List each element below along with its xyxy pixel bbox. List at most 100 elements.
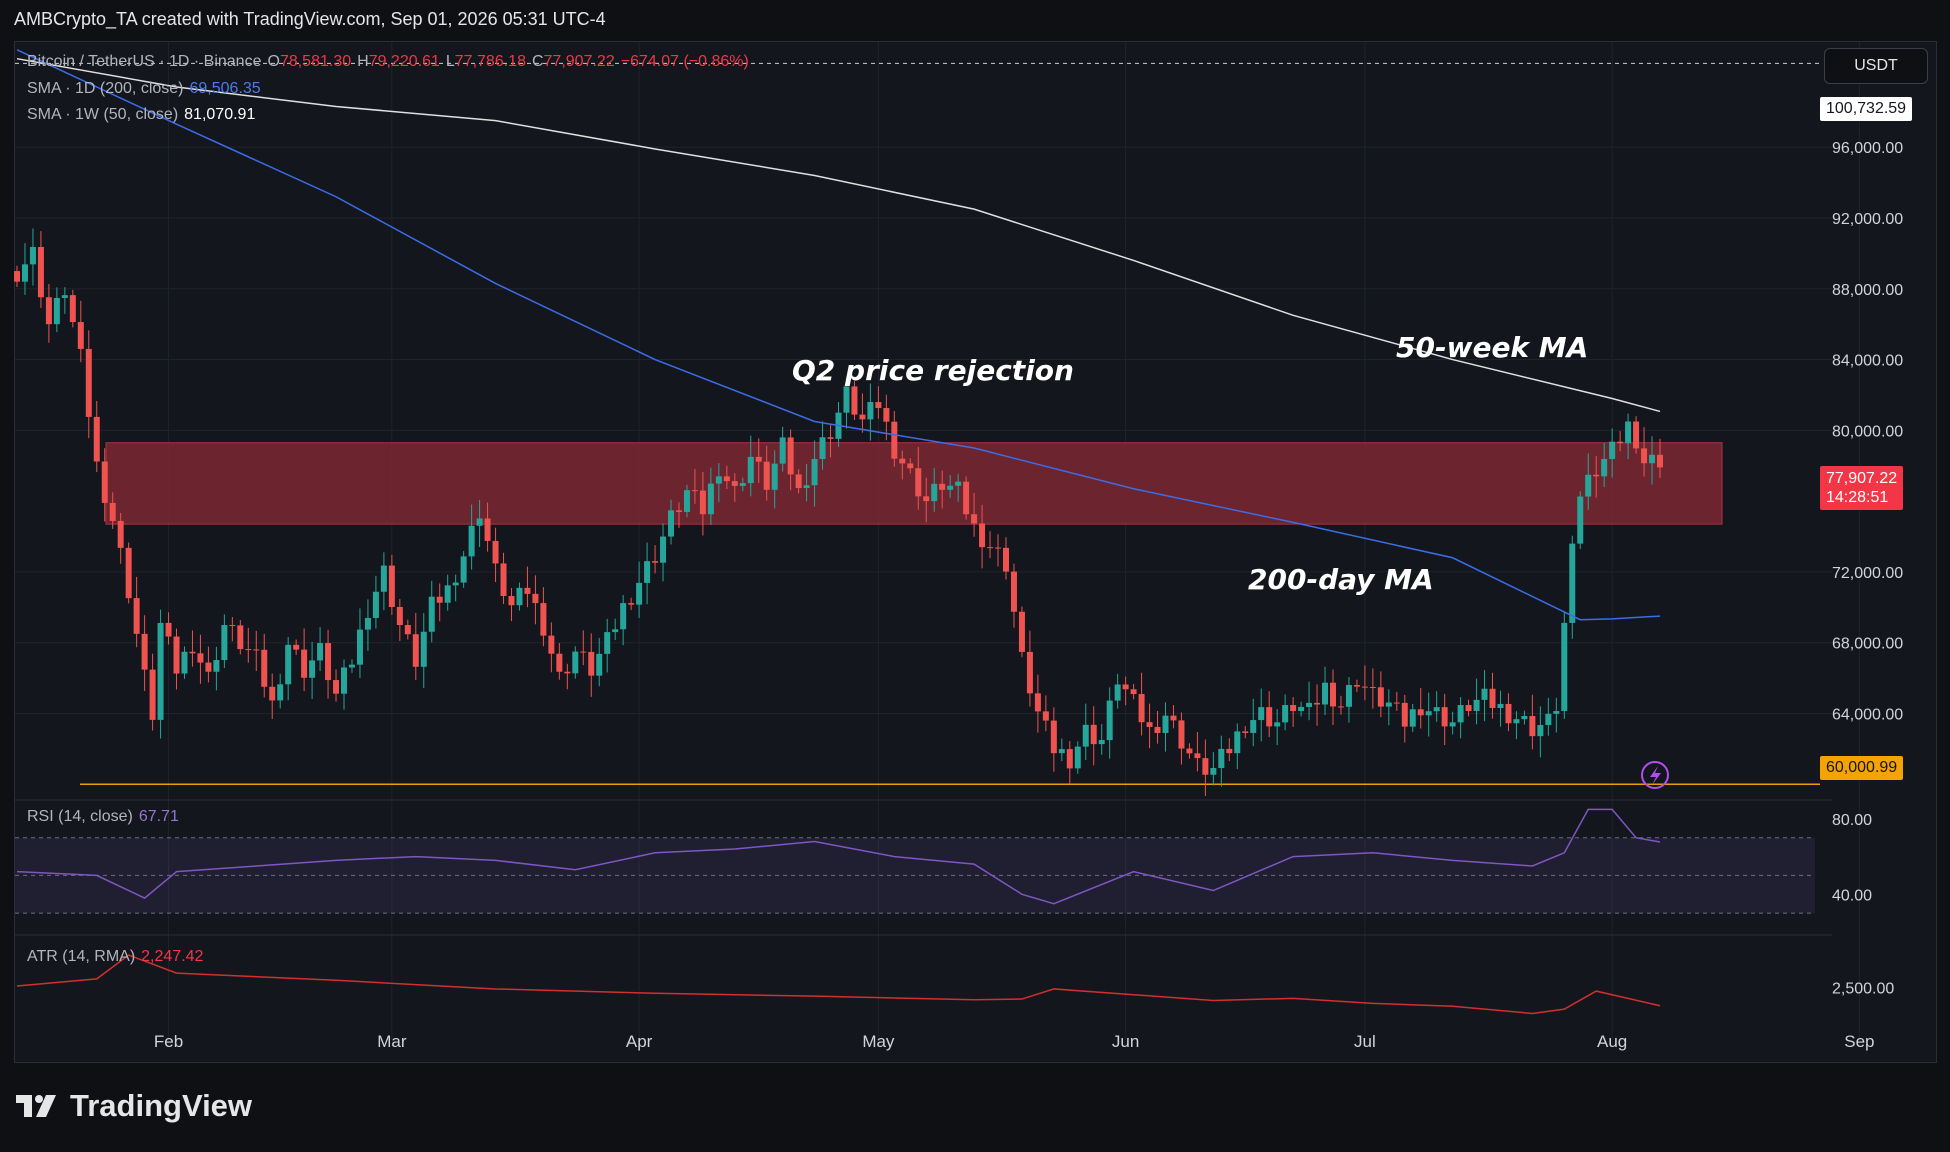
candle-body xyxy=(412,634,419,667)
sma200-legend: SMA · 1D (200, close) 69,506.35 xyxy=(27,80,267,98)
candle-body xyxy=(85,348,92,417)
candle-body xyxy=(341,667,348,694)
time-axis-label: Feb xyxy=(154,1032,183,1051)
rsi-line xyxy=(16,808,1661,905)
candle-body xyxy=(1026,651,1033,694)
candle-body xyxy=(875,402,882,409)
candle-body xyxy=(963,481,970,515)
candle-body xyxy=(931,483,938,502)
ma50w-annotation: 50-week MA xyxy=(1396,331,1589,364)
candle-body xyxy=(205,662,212,672)
candle-body xyxy=(660,536,667,563)
candle-body xyxy=(301,649,308,678)
candle-body xyxy=(77,322,84,349)
candle-body xyxy=(524,587,531,594)
candle-body xyxy=(29,247,36,265)
candle-body xyxy=(364,617,371,630)
grid-lines xyxy=(15,42,1860,1040)
candle-body xyxy=(1353,685,1360,687)
candle-body xyxy=(1337,706,1344,708)
symbol-name: Bitcoin / TetherUS · 1D · Binance xyxy=(27,53,262,70)
candle-body xyxy=(644,561,651,583)
candle-body xyxy=(45,297,52,325)
candle-body xyxy=(1449,722,1456,727)
candle-body xyxy=(484,518,491,541)
atr-label: ATR (14, RMA) xyxy=(27,948,136,965)
candle-body xyxy=(1298,706,1305,712)
atr-value: 2,247.42 xyxy=(141,948,204,965)
symbol-legend: Bitcoin / TetherUS · 1D · Binance O78,581… xyxy=(27,53,755,71)
sma200-value: 69,506.35 xyxy=(189,80,261,97)
time-axis-label: Mar xyxy=(377,1032,407,1051)
candle-body xyxy=(755,456,762,462)
candle-body xyxy=(1537,725,1544,737)
candle-body xyxy=(125,547,132,599)
candle-body xyxy=(795,474,802,489)
candle-body xyxy=(197,653,204,663)
candle-body xyxy=(53,297,60,325)
candle-body xyxy=(1154,726,1161,733)
candle-body xyxy=(133,598,140,634)
candle-body xyxy=(1042,711,1049,721)
candle-body xyxy=(516,587,523,606)
candle-body xyxy=(1641,448,1648,464)
candle-body xyxy=(436,596,443,603)
lightning-icon[interactable] xyxy=(1641,761,1669,789)
tradingview-logo-icon xyxy=(16,1095,56,1117)
candle-body xyxy=(1513,719,1520,724)
candle-body xyxy=(1481,688,1488,700)
time-axis-label: Apr xyxy=(626,1032,653,1051)
candle-body xyxy=(1114,684,1121,701)
tradingview-logo[interactable]: TradingView xyxy=(16,1088,252,1124)
candle-body xyxy=(1306,702,1313,707)
candle-body xyxy=(285,644,292,685)
rejection-annotation: Q2 price rejection xyxy=(792,354,1074,387)
candle-body xyxy=(564,671,571,674)
candle-body xyxy=(1361,686,1368,688)
candle-body xyxy=(93,416,100,462)
candle-body xyxy=(460,556,467,583)
candle-body xyxy=(452,582,459,586)
candle-body xyxy=(37,247,44,298)
candle-body xyxy=(1649,454,1656,464)
candle-body xyxy=(596,653,603,676)
support-price-tag: 60,000.99 xyxy=(1820,756,1904,780)
candle-body xyxy=(277,684,284,701)
candle-body xyxy=(731,481,738,486)
candle-body xyxy=(1130,689,1137,695)
candle-body xyxy=(540,603,547,636)
price-axis-label: 68,000.00 xyxy=(1832,636,1903,653)
candle-body xyxy=(1098,740,1105,745)
candle-body xyxy=(851,386,858,415)
low-value: 77,786.18 xyxy=(454,53,526,70)
time-axis-label: May xyxy=(862,1032,895,1051)
candle-body xyxy=(532,593,539,604)
candle-body xyxy=(1074,746,1081,769)
candle-body xyxy=(1601,459,1608,477)
candle-body xyxy=(612,629,619,633)
candle-body xyxy=(1369,686,1376,688)
candle-body xyxy=(1433,707,1440,712)
price-axis-label: 80,000.00 xyxy=(1832,423,1903,440)
candle-body xyxy=(675,510,682,512)
currency-button[interactable]: USDT xyxy=(1824,48,1928,84)
candle-body xyxy=(771,463,778,490)
candle-body xyxy=(404,625,411,635)
candle-body xyxy=(1457,705,1464,723)
candle-body xyxy=(1401,702,1408,727)
candle-body xyxy=(61,295,68,298)
candle-body xyxy=(1393,702,1400,704)
high-label: H xyxy=(357,53,369,70)
candle-body xyxy=(1282,705,1289,723)
candle-body xyxy=(1122,684,1129,690)
candle-body xyxy=(1617,441,1624,444)
candle-body xyxy=(803,485,810,489)
candle-body xyxy=(396,606,403,626)
candle-body xyxy=(1497,703,1504,709)
candle-body xyxy=(229,625,236,627)
chart-frame[interactable] xyxy=(14,41,1937,1063)
candle-body xyxy=(763,461,770,490)
candle-body xyxy=(1657,454,1663,468)
candle-body xyxy=(141,633,148,670)
